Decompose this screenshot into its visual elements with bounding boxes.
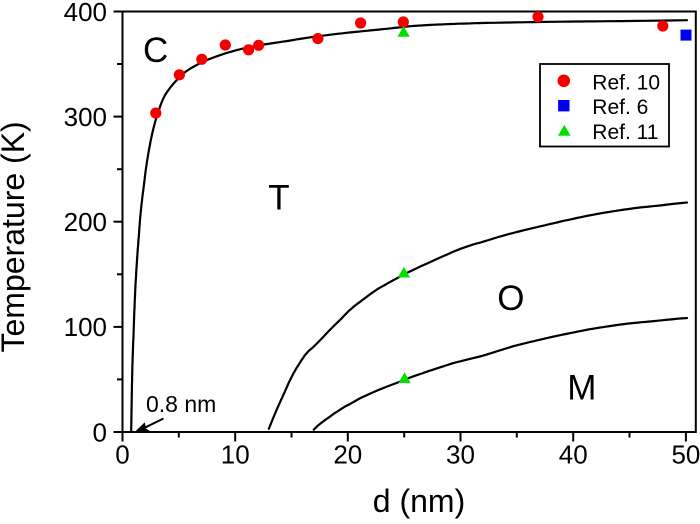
- svg-text:O: O: [497, 279, 524, 318]
- svg-text:30: 30: [446, 439, 475, 469]
- svg-text:300: 300: [64, 102, 107, 132]
- svg-text:400: 400: [64, 0, 107, 27]
- svg-text:20: 20: [333, 439, 362, 469]
- svg-text:0: 0: [93, 417, 107, 447]
- svg-text:T: T: [268, 178, 289, 217]
- svg-text:Temperature (K): Temperature (K): [0, 121, 31, 352]
- svg-text:40: 40: [559, 439, 588, 469]
- svg-text:10: 10: [221, 439, 250, 469]
- svg-text:200: 200: [64, 207, 107, 237]
- svg-text:0.8 nm: 0.8 nm: [146, 391, 216, 417]
- svg-text:Ref. 11: Ref. 11: [592, 121, 658, 144]
- svg-text:C: C: [143, 31, 168, 70]
- svg-text:50: 50: [671, 439, 700, 469]
- svg-text:Ref. 6: Ref. 6: [592, 96, 648, 119]
- svg-text:Ref. 10: Ref. 10: [592, 71, 660, 94]
- svg-text:d (nm): d (nm): [373, 483, 465, 519]
- svg-text:0: 0: [115, 439, 129, 469]
- svg-text:100: 100: [64, 312, 107, 342]
- svg-text:M: M: [567, 369, 596, 408]
